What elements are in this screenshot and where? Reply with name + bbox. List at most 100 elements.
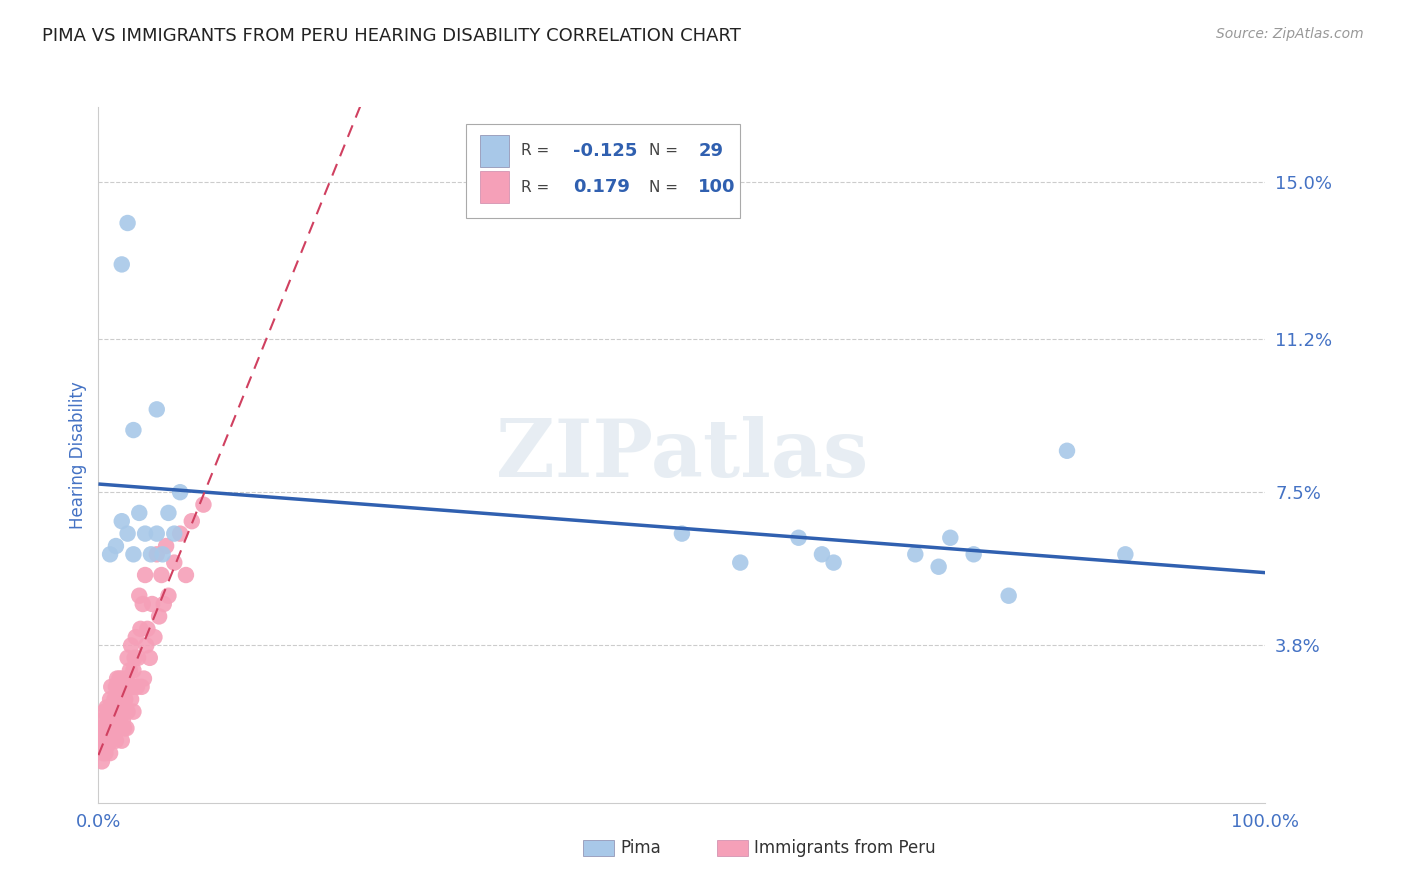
Point xyxy=(105,672,128,686)
Point xyxy=(114,705,136,719)
Point xyxy=(105,700,128,714)
Point xyxy=(1114,547,1136,561)
Point xyxy=(114,692,136,706)
Point xyxy=(671,526,693,541)
Point xyxy=(112,721,135,735)
Point xyxy=(811,547,834,561)
Text: PIMA VS IMMIGRANTS FROM PERU HEARING DISABILITY CORRELATION CHART: PIMA VS IMMIGRANTS FROM PERU HEARING DIS… xyxy=(42,27,741,45)
Point xyxy=(98,730,121,744)
Point xyxy=(157,506,180,520)
Point xyxy=(93,705,115,719)
Text: -0.125: -0.125 xyxy=(574,142,638,160)
Point xyxy=(100,680,122,694)
Point xyxy=(124,651,146,665)
Point xyxy=(180,514,202,528)
Point xyxy=(132,672,155,686)
Point xyxy=(112,697,135,711)
Text: ZIPatlas: ZIPatlas xyxy=(496,416,868,494)
Point xyxy=(90,721,112,735)
Point xyxy=(131,680,153,694)
Point xyxy=(127,651,149,665)
Point xyxy=(103,721,125,735)
Point xyxy=(939,531,962,545)
Point xyxy=(93,733,115,747)
Point xyxy=(100,721,122,735)
Point xyxy=(128,506,150,520)
Point xyxy=(111,672,134,686)
Point xyxy=(155,539,177,553)
Point xyxy=(111,713,134,727)
Point xyxy=(97,721,120,735)
Point xyxy=(108,713,131,727)
Point xyxy=(117,526,139,541)
Point xyxy=(101,730,124,744)
Point xyxy=(97,733,120,747)
Point xyxy=(122,705,145,719)
Point xyxy=(823,556,845,570)
Point xyxy=(129,622,152,636)
Text: 29: 29 xyxy=(699,142,723,160)
Point xyxy=(96,730,118,744)
Point xyxy=(97,738,120,752)
Point xyxy=(157,589,180,603)
Point xyxy=(98,547,121,561)
Point xyxy=(107,692,129,706)
Point xyxy=(104,733,127,747)
Point xyxy=(139,651,162,665)
Point xyxy=(93,738,115,752)
Point xyxy=(115,721,138,735)
Point xyxy=(96,700,118,714)
Point xyxy=(117,216,139,230)
Point xyxy=(107,692,129,706)
Point xyxy=(193,498,215,512)
Point xyxy=(904,547,927,561)
Text: N =: N = xyxy=(650,179,683,194)
Point xyxy=(146,526,169,541)
Point xyxy=(117,672,139,686)
Point xyxy=(110,692,132,706)
Point xyxy=(104,692,127,706)
Text: 0.179: 0.179 xyxy=(574,178,630,196)
Point xyxy=(134,526,156,541)
Point xyxy=(98,721,121,735)
Point xyxy=(136,622,159,636)
Point xyxy=(928,559,950,574)
Point xyxy=(117,651,139,665)
Point xyxy=(104,539,127,553)
Point xyxy=(97,725,120,739)
Point xyxy=(143,630,166,644)
Point xyxy=(120,692,142,706)
Point xyxy=(117,705,139,719)
Bar xyxy=(479,171,509,202)
Point xyxy=(121,680,143,694)
FancyBboxPatch shape xyxy=(465,124,741,219)
Point xyxy=(787,531,810,545)
Point xyxy=(152,597,174,611)
Point xyxy=(141,597,163,611)
Point xyxy=(115,672,138,686)
Point xyxy=(101,705,124,719)
Point xyxy=(104,713,127,727)
Point xyxy=(110,721,132,735)
Point xyxy=(122,423,145,437)
Point xyxy=(104,713,127,727)
Point xyxy=(146,547,169,561)
Point xyxy=(111,692,134,706)
Point xyxy=(108,672,131,686)
Point xyxy=(104,717,127,731)
Point xyxy=(91,746,114,760)
Point xyxy=(1056,443,1078,458)
Text: Pima: Pima xyxy=(620,839,661,857)
Point xyxy=(104,692,127,706)
Point xyxy=(110,697,132,711)
Point xyxy=(174,568,197,582)
Point xyxy=(111,257,134,271)
Text: R =: R = xyxy=(520,144,554,159)
Point xyxy=(118,680,141,694)
Point xyxy=(94,746,117,760)
Point xyxy=(103,697,125,711)
Point xyxy=(100,713,122,727)
Text: 100: 100 xyxy=(699,178,735,196)
Point xyxy=(139,547,162,561)
Point xyxy=(104,680,127,694)
